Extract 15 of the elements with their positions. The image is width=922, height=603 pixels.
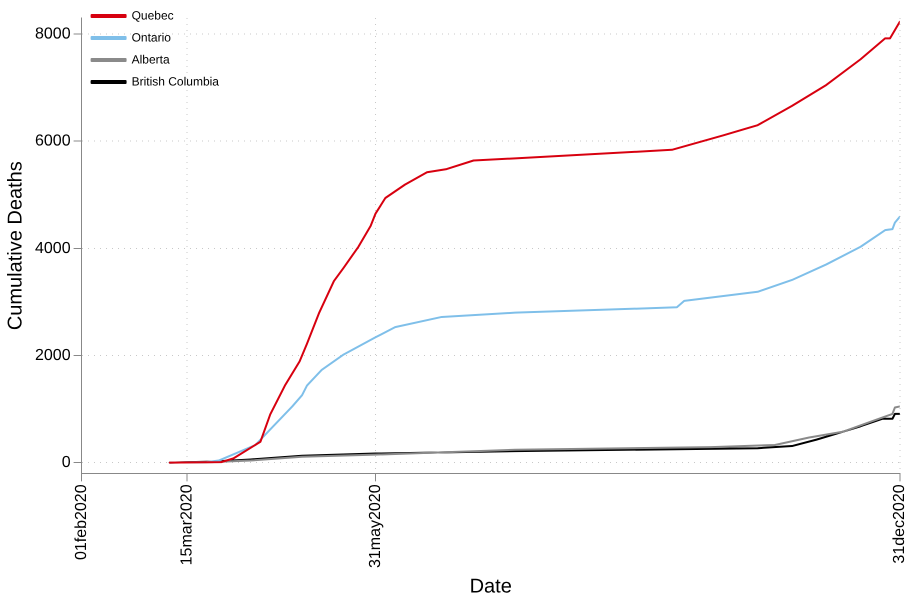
x-tick-label: 31dec2020 bbox=[891, 484, 908, 564]
y-tick-label: 2000 bbox=[35, 346, 71, 364]
y-tick-label: 0 bbox=[62, 454, 71, 472]
y-tick-label: 8000 bbox=[35, 25, 71, 42]
x-tick-label: 15mar2020 bbox=[178, 484, 196, 566]
y-tick-label: 6000 bbox=[35, 132, 71, 150]
legend-label: Quebec bbox=[132, 8, 174, 22]
x-tick-label: 31may2020 bbox=[366, 484, 384, 568]
legend-label: Ontario bbox=[132, 30, 172, 44]
legend-label: Alberta bbox=[132, 52, 170, 66]
x-axis-title: Date bbox=[470, 576, 512, 598]
x-tick-label: 01feb2020 bbox=[73, 484, 90, 560]
legend-label: British Columbia bbox=[132, 74, 220, 88]
y-axis-title: Cumulative Deaths bbox=[4, 161, 27, 330]
y-tick-label: 4000 bbox=[35, 240, 71, 257]
